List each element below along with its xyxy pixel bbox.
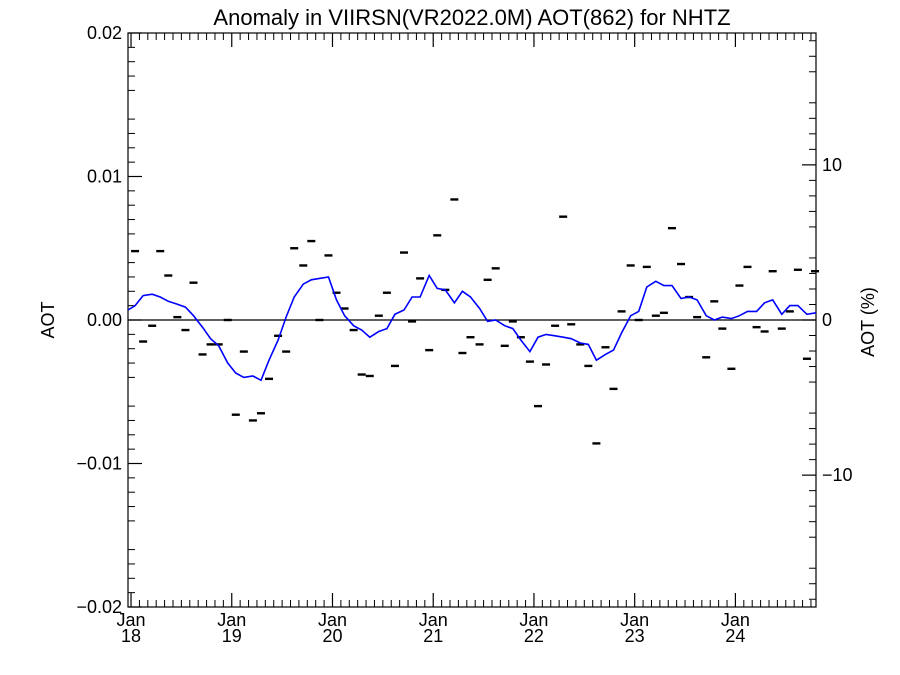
running-mean-line: [127, 273, 817, 382]
plot-area: 0.020.010.00−0.01−0.02100−10Jan18Jan19Ja…: [76, 23, 852, 646]
x-tick-month-label: Jan: [318, 610, 347, 630]
x-tick-year-label: 23: [625, 626, 645, 646]
y-tick-label: 0.02: [87, 23, 122, 43]
y2-axis-label: AOT (%): [858, 287, 878, 357]
y-tick-label: 0.00: [87, 310, 122, 330]
x-tick-month-label: Jan: [419, 610, 448, 630]
y-tick-label: 0.01: [87, 167, 122, 187]
y2-tick-label: 10: [822, 155, 842, 175]
y2-tick-label: −10: [822, 465, 853, 485]
x-tick-year-label: 21: [423, 626, 443, 646]
x-tick-month-label: Jan: [519, 610, 548, 630]
y-tick-label: −0.01: [76, 454, 122, 474]
y2-tick-label: 0: [822, 310, 832, 330]
x-tick-year-label: 22: [524, 626, 544, 646]
x-tick-month-label: Jan: [721, 610, 750, 630]
y-axis-label: AOT: [38, 301, 58, 338]
y-tick-label: −0.02: [76, 597, 122, 617]
x-tick-month-label: Jan: [117, 610, 146, 630]
x-tick-month-label: Jan: [217, 610, 246, 630]
x-tick-year-label: 24: [725, 626, 745, 646]
chart-title: Anomaly in VIIRSN(VR2022.0M) AOT(862) fo…: [213, 5, 730, 30]
x-tick-month-label: Jan: [620, 610, 649, 630]
x-tick-year-label: 18: [121, 626, 141, 646]
x-tick-year-label: 20: [322, 626, 342, 646]
x-tick-year-label: 19: [222, 626, 242, 646]
